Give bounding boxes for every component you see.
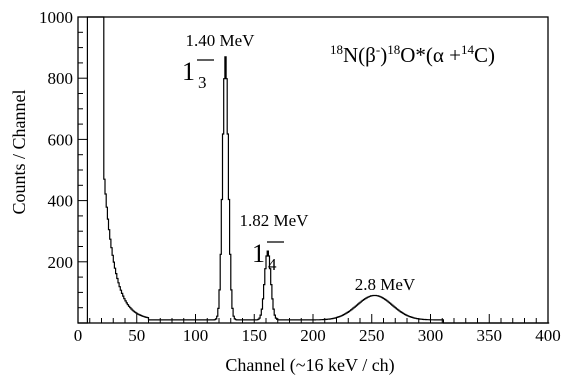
x-tick-label: 100 [183, 326, 209, 345]
peak-state-label: 1 [182, 57, 195, 86]
x-tick-label: 200 [300, 326, 326, 345]
x-tick-label: 0 [74, 326, 83, 345]
x-tick-label: 150 [242, 326, 268, 345]
y-axis-label: Counts / Channel [9, 90, 29, 215]
spectrum-histogram [78, 16, 550, 324]
y-tick-label: 800 [48, 69, 74, 88]
x-tick-label: 400 [535, 326, 561, 345]
x-tick-label: 50 [128, 326, 145, 345]
x-tick-label: 350 [477, 326, 503, 345]
reaction-o: O*(α + [400, 43, 461, 67]
peak-energy-label: 1.40 MeV [186, 31, 256, 50]
reaction-o-isotope: 18 [387, 42, 400, 57]
peak-state-subscript: 3 [198, 73, 207, 92]
y-tick-label: 1000 [39, 8, 73, 27]
reaction-paren: ) [380, 43, 387, 67]
reaction-n-isotope: 18 [330, 42, 343, 57]
reaction-c: C) [474, 43, 495, 67]
reaction-n: N(β [343, 43, 376, 67]
reaction-c-isotope: 14 [461, 42, 475, 57]
x-tick-label: 250 [359, 326, 385, 345]
y-tick-label: 400 [48, 192, 74, 211]
reaction-beta-charge: - [376, 42, 380, 57]
peak-energy-label: 2.8 MeV [355, 275, 416, 294]
peak-state-label: 1 [252, 239, 265, 268]
peak-state-subscript: 4 [268, 255, 277, 274]
y-tick-label: 200 [48, 253, 74, 272]
x-axis-label: Channel (~16 keV / ch) [225, 355, 394, 376]
reaction-label: 18N(β-)18O*(α +14C) [330, 42, 495, 67]
ticks-layer: 0 50 100 150 200 250 300 350 400 200 400 600 800 1000 [39, 8, 561, 345]
y-tick-label: 600 [48, 130, 74, 149]
x-tick-label: 300 [418, 326, 444, 345]
peak-energy-label: 1.82 MeV [240, 211, 310, 230]
